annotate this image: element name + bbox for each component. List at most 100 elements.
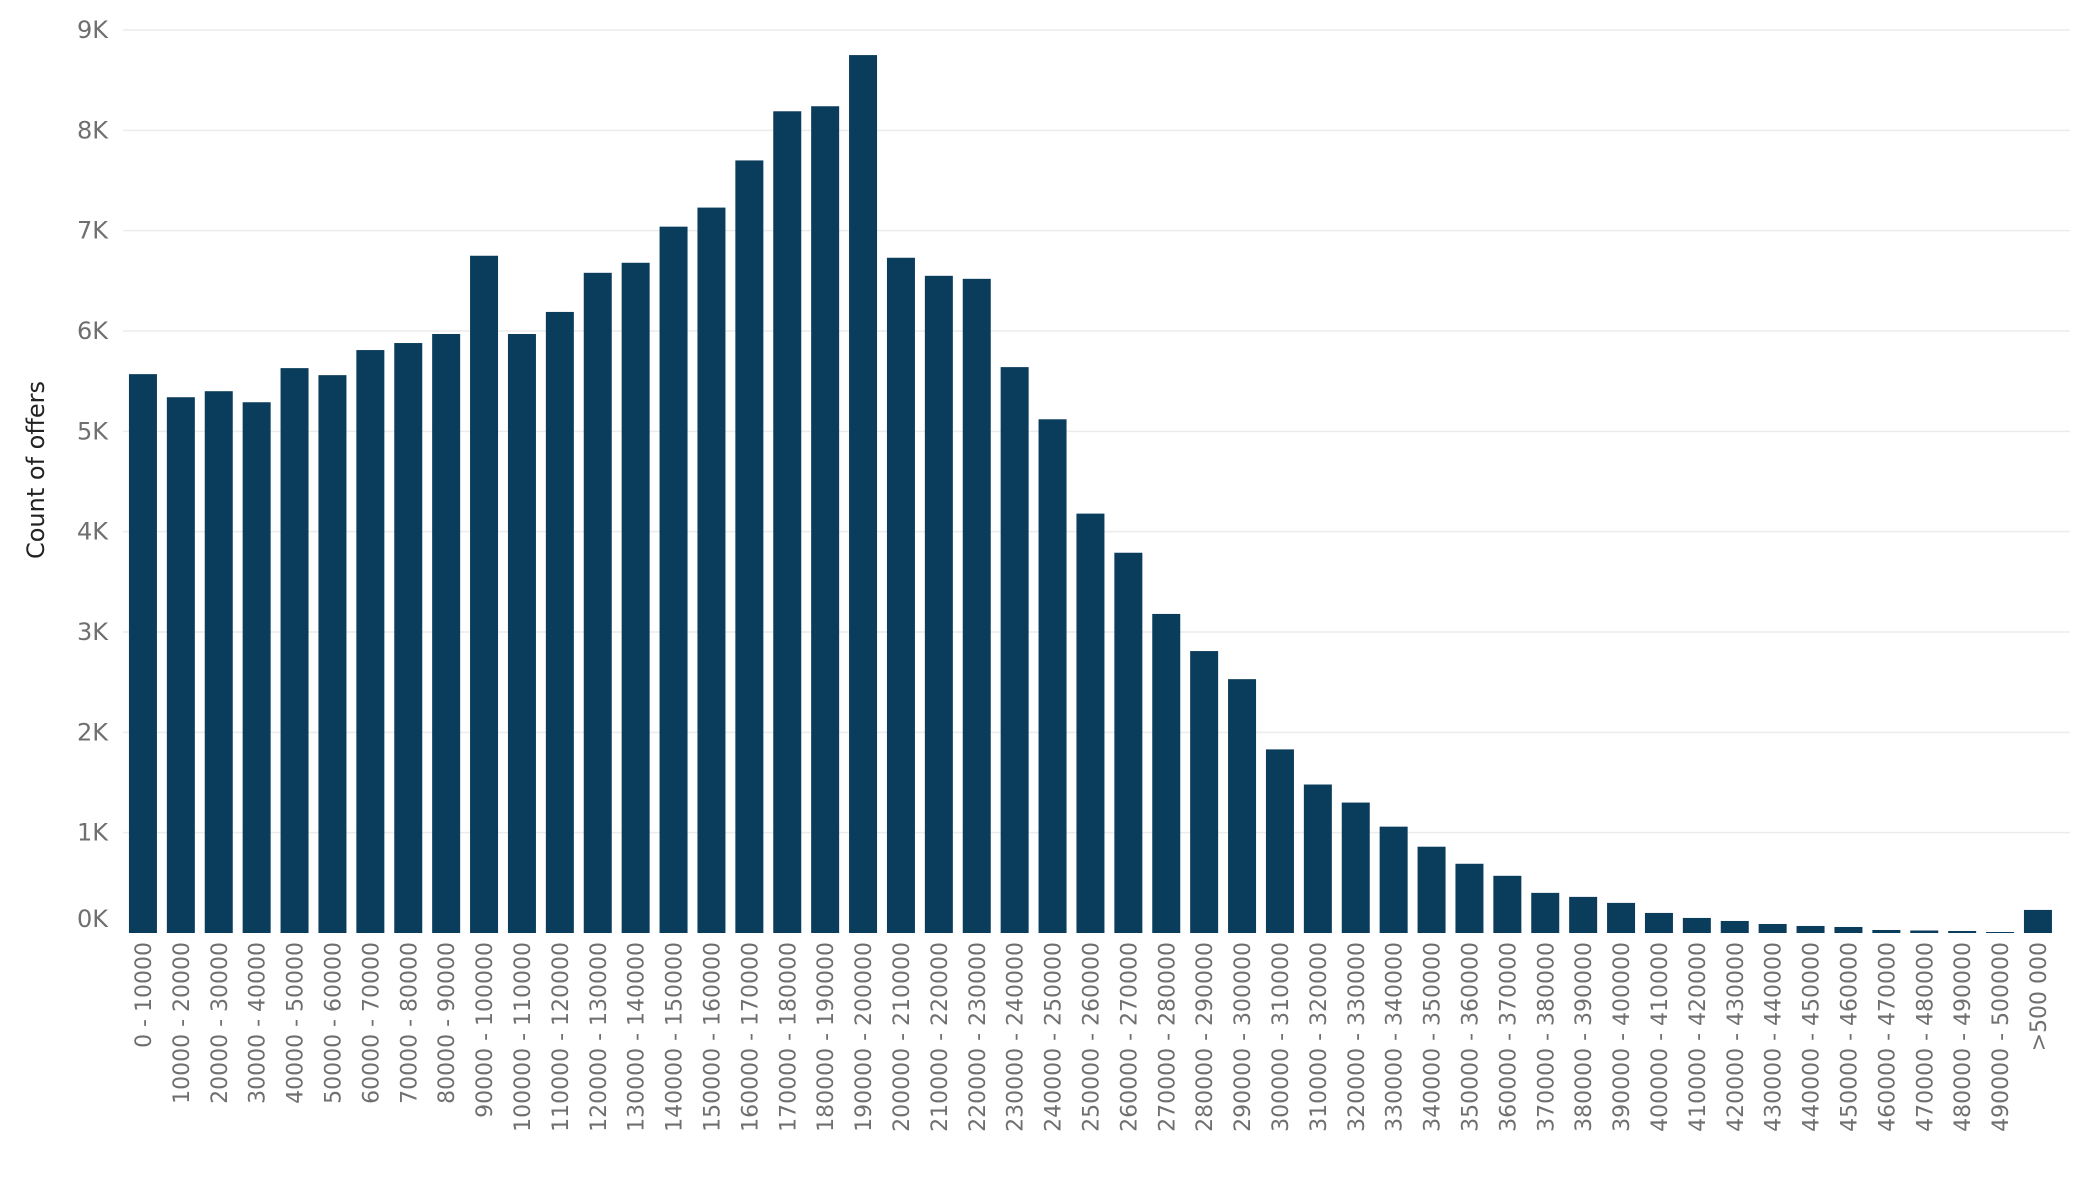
y-tick-label: 8K	[77, 116, 109, 144]
y-tick-label: 0K	[77, 905, 109, 933]
bar	[1152, 613, 1181, 933]
bar	[1190, 651, 1219, 933]
bar	[811, 106, 840, 933]
x-tick-label: 140000 - 150000	[663, 942, 688, 1132]
bar	[1569, 896, 1598, 933]
x-tick-label: 100000 - 110000	[511, 942, 536, 1132]
bar	[886, 257, 915, 933]
x-tick-label: 320000 - 330000	[1345, 942, 1370, 1132]
y-tick-label: 5K	[77, 417, 109, 445]
x-tick-label: 90000 - 100000	[473, 942, 498, 1118]
bar	[128, 374, 157, 933]
bar	[1000, 367, 1029, 933]
y-axis-title: Count of offers	[22, 381, 50, 559]
bar	[1303, 784, 1332, 933]
bar	[318, 375, 347, 933]
x-tick-label: 340000 - 350000	[1421, 942, 1446, 1132]
bar	[1493, 875, 1522, 933]
bar	[242, 402, 271, 933]
y-tick-label: 1K	[77, 819, 109, 847]
x-tick-label: 360000 - 370000	[1496, 942, 1521, 1132]
bar	[1379, 826, 1408, 933]
bar	[507, 334, 536, 933]
y-axis-tick-labels: 0K 1K 2K 3K 4K 5K 6K 7K 8K 9K	[77, 16, 109, 933]
x-tick-label: 260000 - 270000	[1117, 942, 1142, 1132]
x-tick-label: 430000 - 440000	[1762, 942, 1787, 1132]
bar	[849, 55, 878, 933]
bar	[1910, 930, 1939, 933]
x-tick-label: >500 000	[2027, 942, 2052, 1051]
x-tick-label: 440000 - 450000	[1800, 942, 1825, 1132]
x-tick-label: 280000 - 290000	[1193, 942, 1218, 1132]
bar	[1455, 863, 1484, 933]
bar	[621, 262, 650, 933]
bar	[356, 350, 385, 933]
bar	[204, 391, 233, 933]
bar	[166, 397, 195, 934]
x-tick-label: 230000 - 240000	[1004, 942, 1029, 1132]
x-tick-label: 390000 - 400000	[1610, 942, 1635, 1132]
bar	[470, 255, 499, 933]
bar	[394, 343, 423, 933]
bar	[1114, 552, 1143, 933]
x-tick-label: 160000 - 170000	[738, 942, 763, 1132]
x-tick-label: 290000 - 300000	[1231, 942, 1256, 1132]
x-tick-label: 120000 - 130000	[587, 942, 612, 1132]
bar	[1531, 892, 1560, 933]
x-tick-label: 110000 - 120000	[549, 942, 574, 1132]
y-tick-label: 4K	[77, 518, 109, 546]
bar	[280, 368, 309, 933]
x-tick-label: 180000 - 190000	[814, 942, 839, 1132]
bar	[1948, 930, 1977, 933]
x-tick-label: 250000 - 260000	[1079, 942, 1104, 1132]
x-tick-label: 80000 - 90000	[435, 942, 460, 1104]
bar	[1720, 920, 1749, 933]
bar	[773, 111, 802, 933]
bar	[1986, 932, 2015, 933]
bar	[432, 334, 461, 933]
x-tick-label: 270000 - 280000	[1155, 942, 1180, 1132]
bar	[1872, 929, 1901, 933]
x-axis-tick-labels: 0 - 10000 10000 - 20000 20000 - 30000 30000…	[132, 942, 2052, 1132]
bar	[2023, 909, 2052, 933]
bar	[1265, 749, 1294, 933]
bars	[128, 55, 2052, 934]
x-tick-label: 10000 - 20000	[170, 942, 195, 1104]
bar	[924, 275, 953, 933]
x-tick-label: 410000 - 420000	[1686, 942, 1711, 1132]
x-tick-label: 450000 - 460000	[1837, 942, 1862, 1132]
x-tick-label: 40000 - 50000	[284, 942, 309, 1104]
bar	[1228, 679, 1257, 933]
x-tick-label: 420000 - 430000	[1724, 942, 1749, 1132]
bar	[1796, 925, 1825, 933]
bar	[1607, 902, 1636, 933]
x-tick-label: 460000 - 470000	[1875, 942, 1900, 1132]
x-tick-label: 380000 - 390000	[1572, 942, 1597, 1132]
x-tick-label: 30000 - 40000	[246, 942, 271, 1104]
bar	[583, 272, 612, 933]
x-tick-label: 220000 - 230000	[966, 942, 991, 1132]
x-tick-label: 20000 - 30000	[208, 942, 233, 1104]
bar	[545, 311, 574, 933]
x-tick-label: 50000 - 60000	[321, 942, 346, 1104]
x-tick-label: 210000 - 220000	[928, 942, 953, 1132]
x-tick-label: 300000 - 310000	[1269, 942, 1294, 1132]
bar	[1644, 912, 1673, 933]
bar	[1341, 802, 1370, 933]
x-tick-label: 480000 - 490000	[1951, 942, 1976, 1132]
bar	[962, 278, 991, 934]
x-tick-label: 400000 - 410000	[1648, 942, 1673, 1132]
x-tick-label: 170000 - 180000	[776, 942, 801, 1132]
x-tick-label: 490000 - 500000	[1989, 942, 2014, 1132]
x-tick-label: 350000 - 360000	[1458, 942, 1483, 1132]
x-tick-label: 370000 - 380000	[1534, 942, 1559, 1132]
x-tick-label: 130000 - 140000	[625, 942, 650, 1132]
x-tick-label: 190000 - 200000	[852, 942, 877, 1132]
x-tick-label: 310000 - 320000	[1307, 942, 1332, 1132]
bar	[1417, 846, 1446, 933]
bar	[1038, 419, 1067, 933]
bar	[659, 226, 688, 933]
y-tick-label: 7K	[77, 217, 109, 245]
x-tick-label: 70000 - 80000	[397, 942, 422, 1104]
